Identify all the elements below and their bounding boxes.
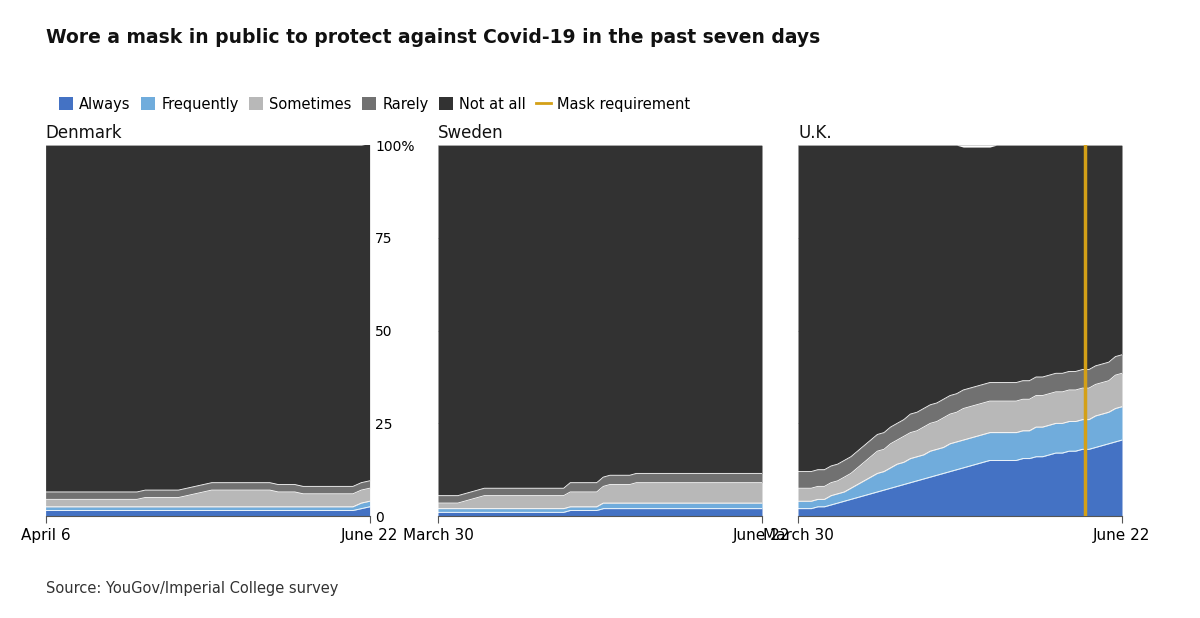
Text: Wore a mask in public to protect against Covid-19 in the past seven days: Wore a mask in public to protect against… bbox=[46, 28, 820, 47]
Legend: Always, Frequently, Sometimes, Rarely, Not at all, Mask requirement: Always, Frequently, Sometimes, Rarely, N… bbox=[53, 91, 696, 117]
Text: Source: YouGov/Imperial College survey: Source: YouGov/Imperial College survey bbox=[46, 581, 338, 596]
Text: U.K.: U.K. bbox=[798, 124, 832, 142]
Text: Denmark: Denmark bbox=[46, 124, 122, 142]
Text: Sweden: Sweden bbox=[438, 124, 504, 142]
